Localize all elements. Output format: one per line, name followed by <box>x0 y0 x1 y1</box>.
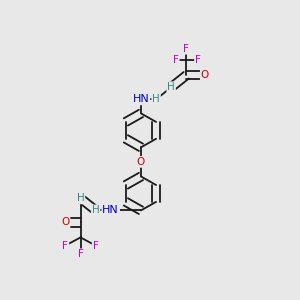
Text: H: H <box>92 206 100 215</box>
Text: F: F <box>173 55 179 65</box>
Text: HN: HN <box>133 94 149 104</box>
Text: O: O <box>201 70 209 80</box>
Text: F: F <box>62 241 68 250</box>
Text: O: O <box>137 157 145 167</box>
Text: O: O <box>61 218 70 227</box>
Text: HN: HN <box>102 206 119 215</box>
Text: F: F <box>78 249 83 259</box>
Text: F: F <box>93 241 99 250</box>
Text: F: F <box>195 55 201 65</box>
Text: H: H <box>152 94 160 104</box>
Text: H: H <box>167 82 175 92</box>
Text: H: H <box>76 194 84 203</box>
Text: F: F <box>183 44 189 54</box>
